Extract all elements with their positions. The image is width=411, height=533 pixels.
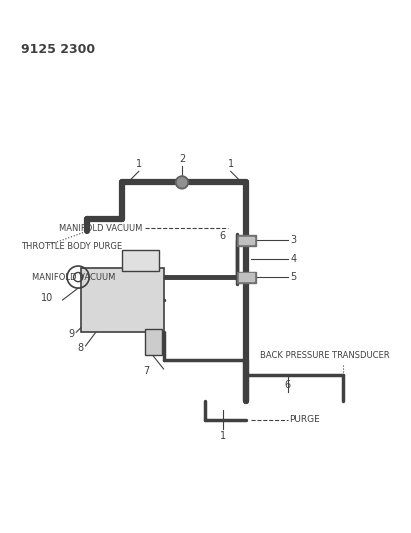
Bar — [237, 271, 256, 282]
Bar — [239, 273, 254, 281]
Bar — [237, 235, 256, 246]
Text: 4: 4 — [291, 254, 297, 264]
Text: 9: 9 — [68, 329, 74, 339]
Text: BACK PRESSURE TRANSDUCER: BACK PRESSURE TRANSDUCER — [260, 351, 390, 360]
Text: 3: 3 — [291, 235, 297, 245]
Text: 1: 1 — [220, 431, 226, 441]
Bar — [122, 251, 159, 271]
Bar — [239, 237, 254, 244]
Text: 6: 6 — [219, 231, 225, 241]
Text: PURGE: PURGE — [289, 415, 320, 424]
Circle shape — [175, 176, 188, 189]
Text: 10: 10 — [42, 293, 53, 303]
Text: 1: 1 — [136, 159, 142, 168]
Text: MANIFOLD VACUUM: MANIFOLD VACUUM — [59, 224, 143, 233]
Bar — [145, 329, 162, 355]
Text: 8: 8 — [78, 343, 84, 353]
Text: THROTTLE BODY PURGE: THROTTLE BODY PURGE — [21, 242, 122, 251]
Text: 1: 1 — [228, 159, 234, 168]
Text: MANIFOLD VACUUM: MANIFOLD VACUUM — [32, 272, 115, 281]
Text: 2: 2 — [179, 154, 185, 164]
Text: 9125 2300: 9125 2300 — [21, 43, 95, 56]
Text: 7: 7 — [143, 366, 150, 376]
Text: 5: 5 — [291, 272, 297, 282]
Circle shape — [178, 178, 187, 187]
Bar — [81, 268, 164, 332]
Text: 6: 6 — [284, 379, 291, 390]
